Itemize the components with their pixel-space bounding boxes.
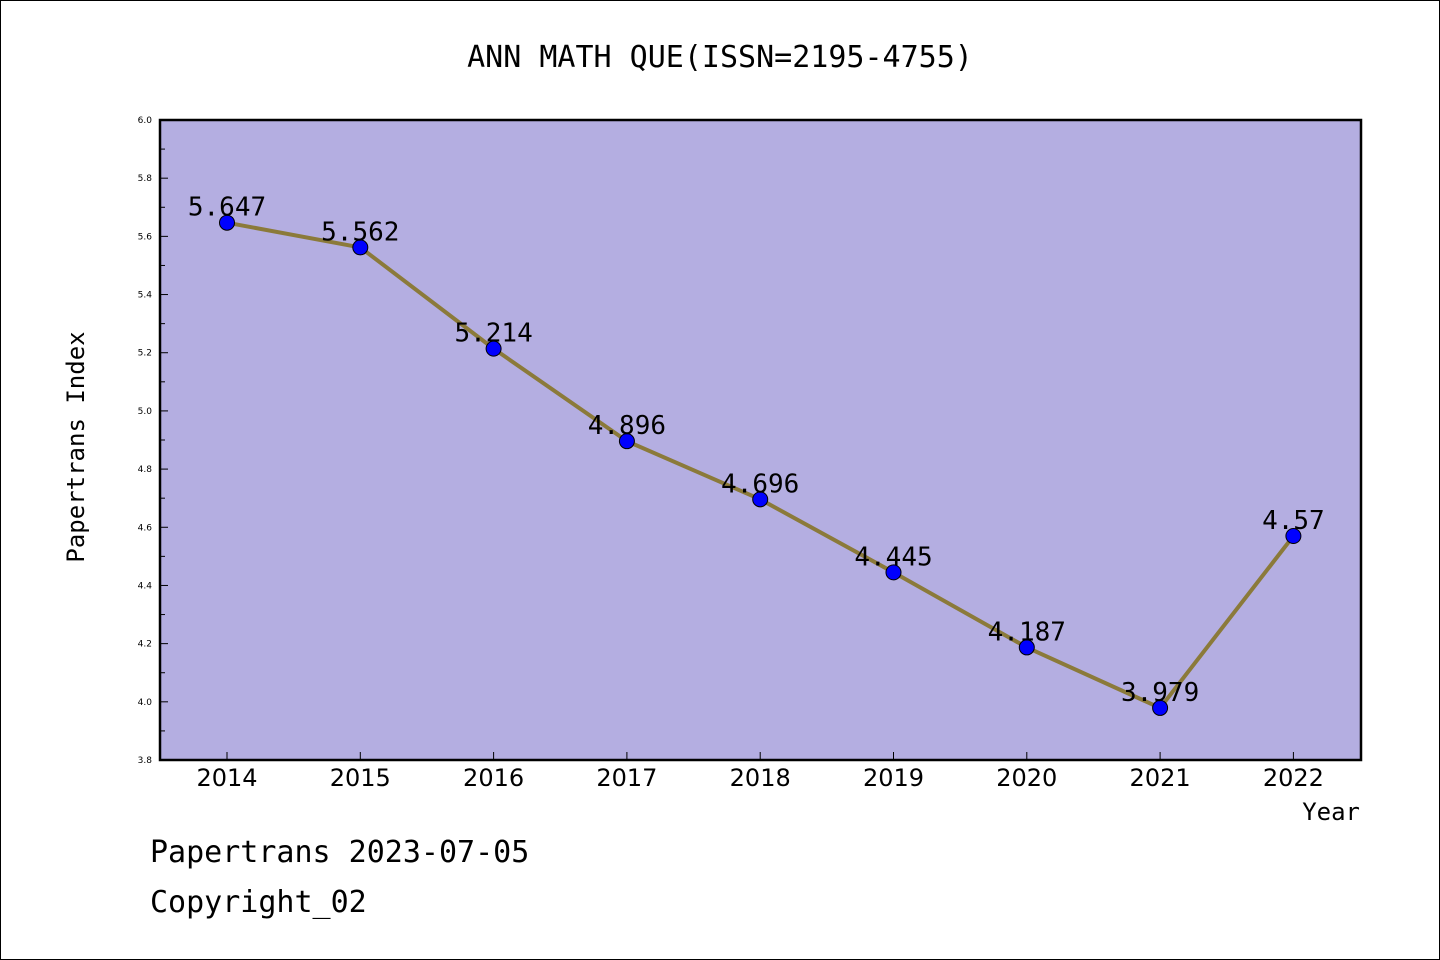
data-label: 5.562 xyxy=(321,217,399,247)
data-point xyxy=(885,564,902,581)
footer-date: Papertrans 2023-07-05 xyxy=(150,835,530,870)
x-tick-label: 2020 xyxy=(996,764,1057,792)
data-point xyxy=(219,214,235,231)
x-tick-label: 2022 xyxy=(1263,764,1324,792)
data-point xyxy=(485,340,502,357)
x-axis-label: Year xyxy=(1302,798,1360,826)
data-label: 4.896 xyxy=(588,411,666,441)
plot-area xyxy=(160,120,1361,760)
x-tick-label: 2015 xyxy=(330,764,391,792)
data-point xyxy=(618,433,635,450)
x-tick-label: 2021 xyxy=(1130,764,1191,792)
axis-ticks: 3.8 4.0 4.2 4.4 4.6 4.8 5.0 5.2 5.4 5.6 5.8 6.0 2014… xyxy=(138,116,1324,792)
plot-border xyxy=(158,118,1363,762)
x-tick-label: 2019 xyxy=(863,764,924,792)
data-point xyxy=(1285,528,1302,544)
data-label: 5.647 xyxy=(188,193,266,223)
y-tick-label: 5.4 xyxy=(138,291,153,301)
data-point xyxy=(1152,699,1169,716)
data-point xyxy=(352,239,369,256)
y-tick-label: 5.6 xyxy=(138,232,153,242)
y-tick-label: 4.8 xyxy=(138,465,153,475)
y-tick-label: 3.8 xyxy=(138,756,153,766)
y-tick-label: 6.0 xyxy=(138,116,153,126)
x-tick-label: 2017 xyxy=(596,764,657,792)
data-label: 5.214 xyxy=(454,319,532,349)
y-tick-label: 5.8 xyxy=(138,174,153,184)
y-tick-label: 4.2 xyxy=(138,640,152,650)
data-label: 3.979 xyxy=(1121,678,1199,708)
x-tick-label: 2014 xyxy=(196,764,257,792)
y-tick-label: 5.2 xyxy=(138,349,152,359)
data-point xyxy=(752,491,769,508)
y-tick-label: 4.6 xyxy=(138,523,153,533)
footer-copyright: Copyright_02 xyxy=(150,885,367,920)
series-group: 5.647 5.562 5.214 4.896 4.696 4.445 4.187 3.979… xyxy=(188,193,1325,716)
y-tick-label: 4.4 xyxy=(138,581,153,591)
y-tick-label: 5.0 xyxy=(138,407,153,417)
x-tick-label: 2016 xyxy=(463,764,524,792)
data-label: 4.696 xyxy=(721,469,799,499)
data-label: 4.187 xyxy=(988,617,1066,647)
data-label: 4.445 xyxy=(854,542,932,572)
y-axis-label: Papertrans Index xyxy=(62,331,90,562)
x-tick-label: 2018 xyxy=(730,764,791,792)
y-tick-label: 4.0 xyxy=(138,698,153,708)
data-label: 4.57 xyxy=(1262,506,1325,536)
chart-title: ANN MATH QUE(ISSN=2195-4755) xyxy=(467,40,973,75)
data-point xyxy=(1018,639,1035,656)
